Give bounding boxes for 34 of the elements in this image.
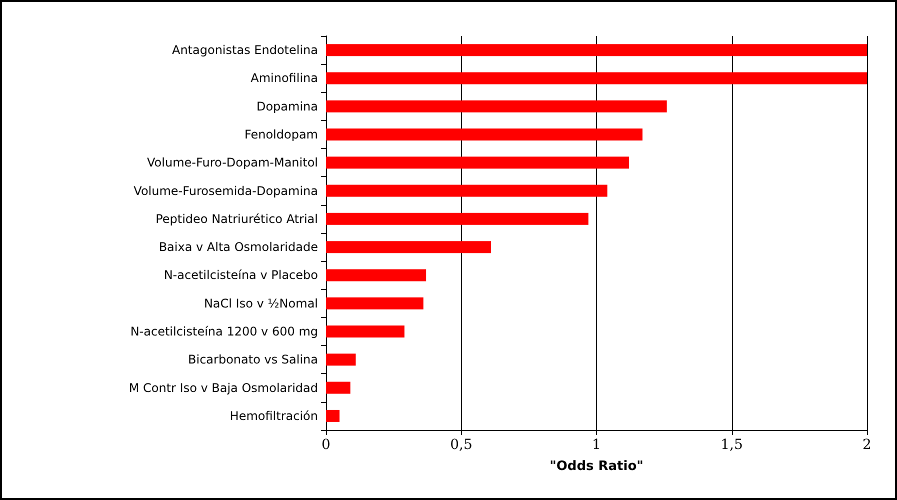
x-axis-title: "Odds Ratio" xyxy=(550,459,644,474)
y-tick-label: N-acetilcisteína v Placebo xyxy=(164,268,318,282)
y-tick-label: N-acetilcisteína 1200 v 600 mg xyxy=(130,324,318,338)
bar xyxy=(326,128,642,140)
bar xyxy=(326,184,608,197)
y-tick-label: Hemofiltración xyxy=(230,408,318,423)
bar xyxy=(326,100,667,112)
x-tick-label: 1,5 xyxy=(720,437,743,453)
y-tick-label: Bicarbonato vs Salina xyxy=(188,352,318,367)
bar xyxy=(326,410,340,422)
y-tick-label: Peptideo Natriurético Atrial xyxy=(156,212,318,226)
bar xyxy=(326,354,356,366)
y-tick-label: M Contr Iso v Baja Osmolaridad xyxy=(128,380,318,395)
y-tick-label: Fenoldopam xyxy=(244,128,318,142)
y-tick-label: Antagonistas Endotelina xyxy=(172,43,318,58)
bar xyxy=(326,382,350,394)
x-tick-label: 1 xyxy=(592,437,601,453)
bar xyxy=(326,326,404,338)
y-tick-label: Aminofilina xyxy=(250,71,318,86)
bar xyxy=(326,72,867,84)
y-tick-label: NaCl Iso v ½Nomal xyxy=(204,296,318,310)
y-tick-label: Volume-Furo-Dopam-Manitol xyxy=(147,156,318,170)
bar xyxy=(326,156,629,169)
bar xyxy=(326,241,492,254)
x-tick-label: 0 xyxy=(322,437,330,453)
x-tick-label: 0,5 xyxy=(450,437,472,453)
bar xyxy=(326,44,867,56)
y-tick-label: Volume-Furosemida-Dopamina xyxy=(134,184,318,198)
x-tick-label: 2 xyxy=(862,437,872,453)
bar xyxy=(326,269,426,282)
bar xyxy=(326,212,588,225)
y-tick-label: Baixa v Alta Osmolaridade xyxy=(158,240,318,254)
bar xyxy=(326,297,424,310)
y-tick-label: Dopamina xyxy=(256,99,318,114)
